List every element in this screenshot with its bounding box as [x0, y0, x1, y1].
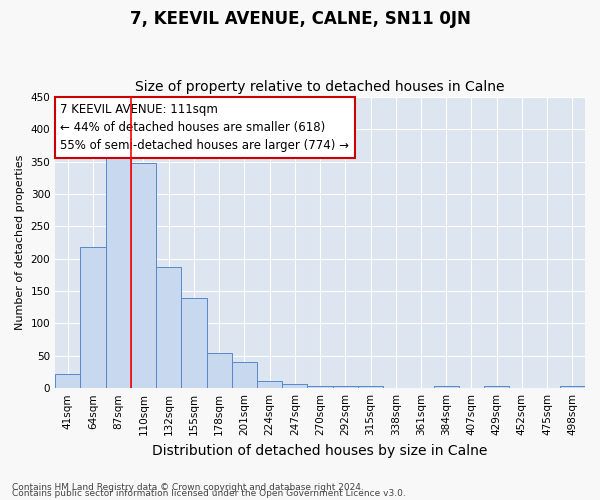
- Bar: [206, 353, 232, 388]
- Bar: [232, 362, 257, 388]
- Bar: [131, 163, 156, 388]
- Text: Contains public sector information licensed under the Open Government Licence v3: Contains public sector information licen…: [12, 490, 406, 498]
- Bar: [282, 384, 307, 388]
- Bar: [332, 386, 358, 388]
- Bar: [156, 266, 181, 388]
- Title: Size of property relative to detached houses in Calne: Size of property relative to detached ho…: [136, 80, 505, 94]
- Bar: [80, 247, 106, 388]
- Bar: [307, 386, 332, 388]
- Bar: [181, 298, 206, 388]
- Bar: [434, 386, 459, 388]
- Y-axis label: Number of detached properties: Number of detached properties: [15, 155, 25, 330]
- Bar: [484, 386, 509, 388]
- Bar: [257, 381, 282, 388]
- Bar: [106, 146, 131, 388]
- Text: 7, KEEVIL AVENUE, CALNE, SN11 0JN: 7, KEEVIL AVENUE, CALNE, SN11 0JN: [130, 10, 470, 28]
- Bar: [560, 386, 585, 388]
- Text: 7 KEEVIL AVENUE: 111sqm
← 44% of detached houses are smaller (618)
55% of semi-d: 7 KEEVIL AVENUE: 111sqm ← 44% of detache…: [61, 103, 349, 152]
- Bar: [358, 386, 383, 388]
- Text: Contains HM Land Registry data © Crown copyright and database right 2024.: Contains HM Land Registry data © Crown c…: [12, 484, 364, 492]
- Bar: [55, 374, 80, 388]
- X-axis label: Distribution of detached houses by size in Calne: Distribution of detached houses by size …: [152, 444, 488, 458]
